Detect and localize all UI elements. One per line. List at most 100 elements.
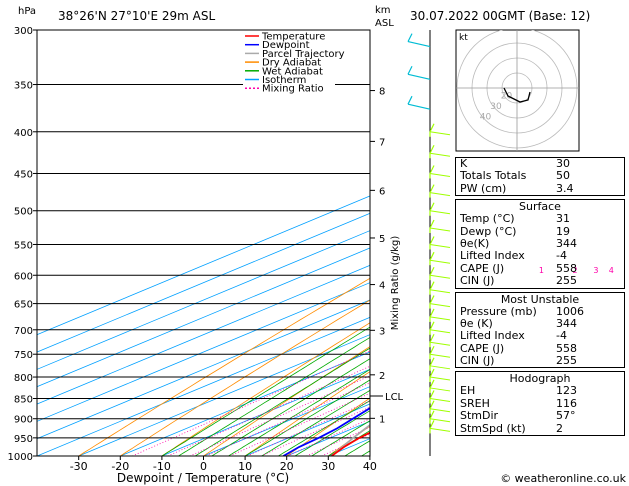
mu-li-label: Lifted Index bbox=[460, 329, 525, 343]
stmspd-value: 2 bbox=[556, 421, 563, 435]
isotherm-line bbox=[37, 264, 370, 405]
hodograph-title: Hodograph bbox=[509, 372, 571, 386]
units-asl: ASL bbox=[375, 18, 394, 29]
wind-barb-flag bbox=[429, 243, 451, 248]
wind-barb-flag bbox=[429, 345, 435, 355]
surface-cin-row: CIN (J) 255 bbox=[456, 274, 624, 288]
surface-theta-value: 344 bbox=[556, 236, 577, 250]
wind-barb-flag bbox=[429, 202, 435, 212]
hodograph-units: kt bbox=[459, 33, 468, 43]
surface-cape-value: 558 bbox=[556, 261, 577, 275]
wind-barb-flag bbox=[429, 321, 435, 331]
sreh-value: 116 bbox=[556, 396, 577, 410]
stmspd-label: StmSpd (kt) bbox=[460, 421, 526, 435]
pw-label: PW (cm) bbox=[460, 181, 507, 195]
pressure-tick-label: 750 bbox=[14, 350, 33, 361]
isotherm-line bbox=[37, 299, 370, 440]
mixing-ratio-label: 4 bbox=[609, 266, 614, 275]
surface-temp-label: Temp (°C) bbox=[460, 212, 515, 226]
mu-cin-value: 255 bbox=[556, 354, 577, 368]
mu-li-value: -4 bbox=[556, 329, 567, 343]
wind-barb-flag bbox=[429, 152, 451, 157]
pressure-tick-label: 900 bbox=[14, 415, 33, 426]
surface-dewp-value: 19 bbox=[556, 224, 570, 238]
totals-totals-value: 50 bbox=[556, 169, 570, 183]
wet-adiabat-line bbox=[211, 358, 370, 456]
surface-cin-value: 255 bbox=[556, 274, 577, 288]
wind-barb-flag bbox=[429, 144, 435, 154]
wind-barb-flag bbox=[407, 66, 413, 75]
most-unstable-title: Most Unstable bbox=[500, 292, 580, 306]
eh-row: EH 123 bbox=[456, 385, 624, 398]
surface-li-label: Lifted Index bbox=[460, 249, 525, 263]
wet-adiabat-line bbox=[178, 336, 370, 456]
wind-barb-flag bbox=[429, 410, 435, 419]
legend-entry: Dewpoint bbox=[262, 40, 310, 51]
isotherm-line bbox=[37, 282, 370, 422]
wind-barb-flag bbox=[429, 368, 435, 378]
wind-barb-flag bbox=[429, 408, 451, 413]
altitude-tick-label: 7 bbox=[379, 137, 385, 148]
surface-dewp-label: Dewp (°C) bbox=[460, 224, 517, 238]
sreh-label: SREH bbox=[460, 396, 490, 410]
k-index-label: K bbox=[460, 157, 468, 170]
mixing-ratio-axis-label: Mixing Ratio (g/kg) bbox=[390, 236, 401, 331]
legend-entry: Temperature bbox=[261, 32, 325, 43]
surface-dewp-row: Dewp (°C) 19 bbox=[456, 224, 624, 238]
isotherm-line bbox=[120, 351, 370, 456]
wind-barb-flag bbox=[429, 266, 435, 276]
isotherm-line bbox=[37, 212, 370, 353]
dry-adiabat-line bbox=[203, 346, 370, 456]
stmdir-row: StmDir 57° bbox=[456, 409, 624, 423]
wind-barb-shaft bbox=[407, 73, 431, 80]
pw-value: 3.4 bbox=[556, 181, 574, 195]
wind-barb-flag bbox=[429, 418, 451, 423]
wind-barb-flag bbox=[429, 131, 451, 136]
units-km: km bbox=[375, 5, 391, 16]
wind-barb-flag bbox=[429, 172, 451, 177]
dry-adiabat-line bbox=[161, 322, 370, 456]
k-index-value: 30 bbox=[556, 157, 570, 170]
mu-theta-label: θe (K) bbox=[460, 316, 493, 330]
mixing-ratio-label: 3 bbox=[593, 266, 598, 275]
wind-barb-flag bbox=[429, 210, 451, 215]
pw-row: PW (cm) 3.4 bbox=[456, 181, 624, 195]
mu-cape-label: CAPE (J) bbox=[460, 341, 505, 355]
pressure-tick-label: 350 bbox=[14, 81, 33, 92]
temperature-tick-label: -10 bbox=[153, 460, 171, 473]
wind-barb-flag bbox=[429, 420, 435, 429]
stmdir-value: 57° bbox=[556, 409, 576, 423]
altitude-tick-label: 8 bbox=[379, 87, 385, 98]
most-unstable-block: Most Unstable Pressure (mb) 1006 θe (K) 34… bbox=[455, 291, 625, 369]
stmdir-label: StmDir bbox=[460, 409, 499, 423]
hodograph-block: Hodograph EH 123 SREH 116 StmDir 57° StmSpd… bbox=[455, 371, 625, 437]
wind-barb-flag bbox=[429, 251, 435, 261]
stmspd-row: StmSpd (kt) 2 bbox=[456, 421, 624, 435]
pressure-tick-label: 500 bbox=[14, 207, 33, 218]
isotherm-line bbox=[37, 230, 370, 370]
altitude-tick-label: 3 bbox=[379, 326, 385, 337]
altitude-tick-label: 1 bbox=[379, 414, 385, 425]
wind-barb-flag bbox=[429, 341, 451, 346]
dry-adiabat-line bbox=[244, 371, 370, 456]
temperature-tick-label: 30 bbox=[321, 460, 335, 473]
k-index-row: K 30 bbox=[456, 157, 624, 170]
mixing-ratio-label: 1 bbox=[539, 266, 544, 275]
legend-entry: Dry Adiabat bbox=[262, 58, 321, 69]
wind-barb-flag bbox=[429, 289, 451, 294]
temperature-tick-label: 10 bbox=[238, 460, 252, 473]
wind-barb-flag bbox=[429, 184, 435, 193]
pressure-tick-label: 600 bbox=[14, 271, 33, 282]
station-location: 38°26'N 27°10'E 29m ASL bbox=[58, 9, 215, 23]
wind-barb-flag bbox=[429, 236, 435, 245]
mu-cape-value: 558 bbox=[556, 341, 577, 355]
mu-pressure-value: 1006 bbox=[556, 304, 584, 318]
altitude-tick-label: 5 bbox=[379, 234, 385, 245]
temperature-tick-label: 20 bbox=[280, 460, 294, 473]
wind-barb-flag bbox=[429, 357, 435, 367]
isotherm-line bbox=[37, 195, 370, 336]
wind-barb-flag bbox=[429, 427, 451, 432]
hodograph-trace bbox=[503, 87, 531, 103]
surface-cin-label: CIN (J) bbox=[460, 274, 495, 288]
wind-barb-flag bbox=[429, 123, 435, 133]
